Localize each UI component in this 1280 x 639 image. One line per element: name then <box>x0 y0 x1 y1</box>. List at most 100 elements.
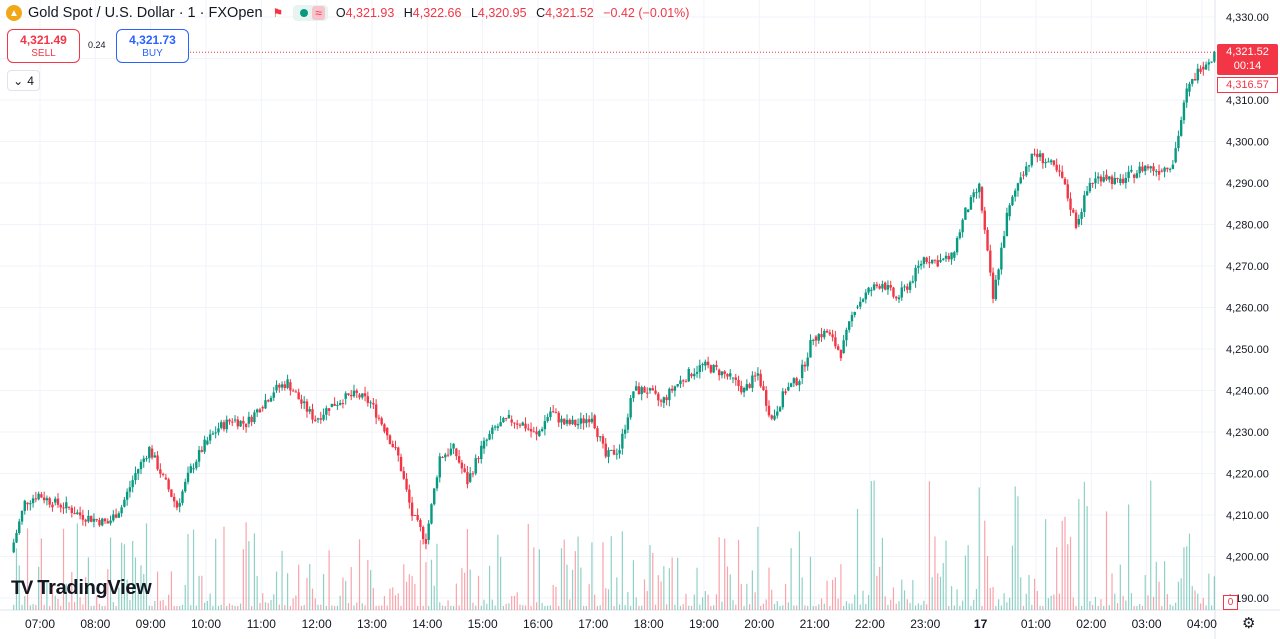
candle-body <box>593 415 596 429</box>
volume-bar <box>953 605 955 610</box>
time-axis[interactable]: 07:00 08:00 09:00 10:00 11:00 12:00 13:00 14:00… <box>25 617 1217 631</box>
volume-bar <box>1009 597 1011 610</box>
volume-bar <box>1028 574 1030 610</box>
volume-bar <box>57 598 59 610</box>
candle-body <box>969 197 973 210</box>
candle-body <box>1127 171 1130 179</box>
candle-body <box>1132 174 1136 178</box>
candle-body <box>579 418 583 424</box>
candle-body <box>1066 184 1069 199</box>
volume-bar <box>350 567 352 610</box>
candle-body <box>206 440 209 445</box>
volume-bar <box>1078 498 1080 610</box>
symbol-title[interactable]: Gold Spot / U.S. Dollar · 1 · FXOpen <box>28 5 263 21</box>
volume-bar <box>292 598 294 610</box>
candle-body <box>820 334 823 338</box>
volume-bar <box>541 602 543 610</box>
legend-header: ▲ Gold Spot / U.S. Dollar · 1 · FXOpen ⚑… <box>6 4 695 22</box>
candle-body <box>380 418 383 425</box>
candle-body <box>374 404 378 418</box>
candle-body <box>333 403 336 406</box>
candle-body <box>1138 166 1141 174</box>
buy-button[interactable]: 4,321.73 BUY <box>116 29 189 63</box>
volume-bar <box>668 568 670 610</box>
volume-bar <box>96 596 98 610</box>
volume-bar <box>472 602 474 610</box>
candle-body <box>784 391 787 394</box>
candle-body <box>607 450 610 457</box>
candle-body <box>1135 173 1139 178</box>
volume-bar <box>90 605 92 610</box>
candle-body <box>709 365 713 373</box>
volume-bar <box>287 573 289 610</box>
candle-body <box>78 512 82 516</box>
candle-body <box>283 384 287 388</box>
candle-body <box>217 428 220 433</box>
candle-body <box>596 428 599 438</box>
flag-icon[interactable]: ⚑ <box>272 6 284 20</box>
volume-bar <box>1061 520 1063 610</box>
price-axis[interactable]: 4,190.004,200.004,210.004,220.004,230.00… <box>1226 12 1269 605</box>
candle-body <box>966 209 970 213</box>
volume-bar <box>132 540 134 610</box>
candle-body <box>325 408 328 415</box>
candle-body <box>402 471 405 479</box>
tradingview-logo[interactable]: TV TradingView <box>11 577 152 600</box>
candle-body <box>23 500 26 511</box>
volume-bar <box>477 575 480 610</box>
volume-bar <box>995 606 997 610</box>
candle-body <box>1163 167 1166 172</box>
volume-bar <box>892 587 895 610</box>
time-tick-label: 02:00 <box>1076 617 1106 631</box>
volume-bar <box>718 537 720 610</box>
candle-body <box>756 373 760 376</box>
volume-bar <box>1116 603 1119 610</box>
volume-bar <box>1094 596 1097 610</box>
volume-bar <box>740 584 742 610</box>
candle-body <box>737 379 740 386</box>
volume-bar <box>693 594 695 610</box>
volume-bar <box>212 605 214 610</box>
candle-body <box>397 447 400 456</box>
candle-body <box>518 424 522 426</box>
volume-bar <box>571 569 574 610</box>
volume-bar <box>663 566 665 610</box>
volume-bar <box>29 605 31 610</box>
volume-bar <box>1161 605 1163 610</box>
market-status-pill[interactable]: ≈ <box>293 5 328 21</box>
candle-body <box>568 419 571 425</box>
volume-bar <box>284 605 286 610</box>
volume-bar <box>1033 578 1036 610</box>
volume-bar <box>358 539 361 610</box>
candle-body <box>385 427 389 436</box>
volume-bar <box>491 599 493 610</box>
volume-bar <box>1155 561 1157 610</box>
candle-body <box>267 400 270 402</box>
volume-bar <box>1072 597 1074 610</box>
candle-body <box>1013 190 1017 197</box>
indicators-toggle[interactable]: ⌄ 4 <box>7 70 40 91</box>
volume-bar <box>975 588 978 610</box>
candle-body <box>1210 61 1213 63</box>
price-tick-label: 4,260.00 <box>1226 303 1269 315</box>
chart-settings-icon[interactable]: ⚙ <box>1242 615 1256 632</box>
candle-body <box>646 392 649 394</box>
candle-body <box>599 436 602 438</box>
volume-bar <box>569 599 571 610</box>
volume-bar <box>32 604 34 610</box>
candle-body <box>856 306 859 308</box>
volume-bar <box>369 570 372 610</box>
volume-bar <box>1133 605 1135 610</box>
candle-body <box>532 431 536 433</box>
volume-bar <box>737 539 740 610</box>
sell-button[interactable]: 4,321.49 SELL <box>7 29 80 63</box>
candle-body <box>1061 171 1064 178</box>
candle-body <box>125 491 129 500</box>
candle-body <box>759 373 762 387</box>
candle-body <box>1193 79 1197 81</box>
volume-bar <box>1025 593 1027 610</box>
candle-body <box>383 424 386 432</box>
volume-bar <box>295 595 297 610</box>
candlestick-series[interactable] <box>12 50 1216 554</box>
